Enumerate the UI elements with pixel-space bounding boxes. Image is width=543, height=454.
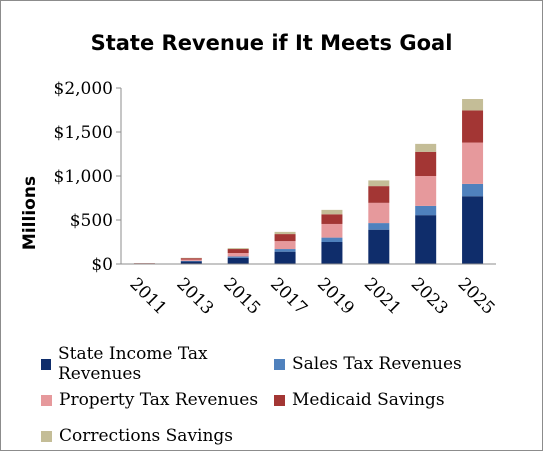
bar-segment [321,242,342,264]
y-tick-label: $0 [91,255,113,275]
bar-segment [462,143,483,184]
legend-swatch [41,395,52,406]
legend-row: State Income Tax Revenues Sales Tax Reve… [41,346,541,382]
bar-segment [228,248,249,249]
bar-segment [321,238,342,242]
legend-item: Sales Tax Revenues [274,354,462,374]
legend-swatch [274,395,285,406]
bar-segment [368,203,389,223]
legend-label: State Income Tax Revenues [58,344,274,384]
y-tick-label: $500 [70,211,113,231]
x-tick-label: 2013 [172,274,217,319]
legend-row: Corrections Savings [41,418,541,454]
bar-segment [368,223,389,230]
bar-segment [462,110,483,142]
y-axis-label: Millions [20,176,40,250]
bar-segment [275,234,296,241]
bar-segment [228,257,249,258]
legend-label: Corrections Savings [59,426,233,446]
y-tick-label: $2,000 [54,79,113,99]
bar-segment [415,176,436,206]
legend-row: Property Tax Revenues Medicaid Savings [41,382,541,418]
bar-segment [368,180,389,186]
y-tick-label: $1,000 [54,167,113,187]
bar-segment [462,184,483,196]
legend-item: Medicaid Savings [274,390,445,410]
x-tick-label: 2019 [313,274,358,319]
x-tick-label: 2011 [126,274,171,319]
chart-legend: State Income Tax Revenues Sales Tax Reve… [41,346,541,454]
bar-segment [275,252,296,264]
bar-segment [321,210,342,214]
bar-segment [368,230,389,264]
legend-item: State Income Tax Revenues [41,344,274,384]
bar-segment [462,196,483,264]
x-tick-label: 2021 [360,274,405,319]
bar-segment [415,144,436,152]
bar-segment [321,224,342,238]
bar-segment [321,214,342,224]
bar-segment [275,241,296,249]
legend-swatch [41,431,52,442]
x-tick-label: 2025 [454,274,499,319]
bar-segment [368,186,389,203]
bar-segment [228,249,249,253]
bar-segment [228,258,249,264]
bar-segment [228,253,249,257]
y-tick-label: $1,500 [54,123,113,143]
legend-item: Property Tax Revenues [41,390,274,410]
x-tick-label: 2023 [407,274,452,319]
legend-label: Property Tax Revenues [59,390,258,410]
legend-swatch [274,359,285,370]
legend-item: Corrections Savings [41,426,274,446]
bar-segment [181,261,202,262]
bar-segment [462,99,483,110]
legend-label: Medicaid Savings [292,390,445,410]
bar-segment [415,152,436,176]
bar-segment [275,232,296,234]
legend-label: Sales Tax Revenues [292,354,462,374]
x-tick-label: 2017 [266,274,311,319]
bar-segment [415,215,436,264]
bar-segment [415,206,436,215]
x-tick-label: 2015 [219,274,264,319]
bar-segment [181,258,202,259]
legend-swatch [41,359,51,370]
bar-segment [275,249,296,252]
bar-segment [181,260,202,261]
